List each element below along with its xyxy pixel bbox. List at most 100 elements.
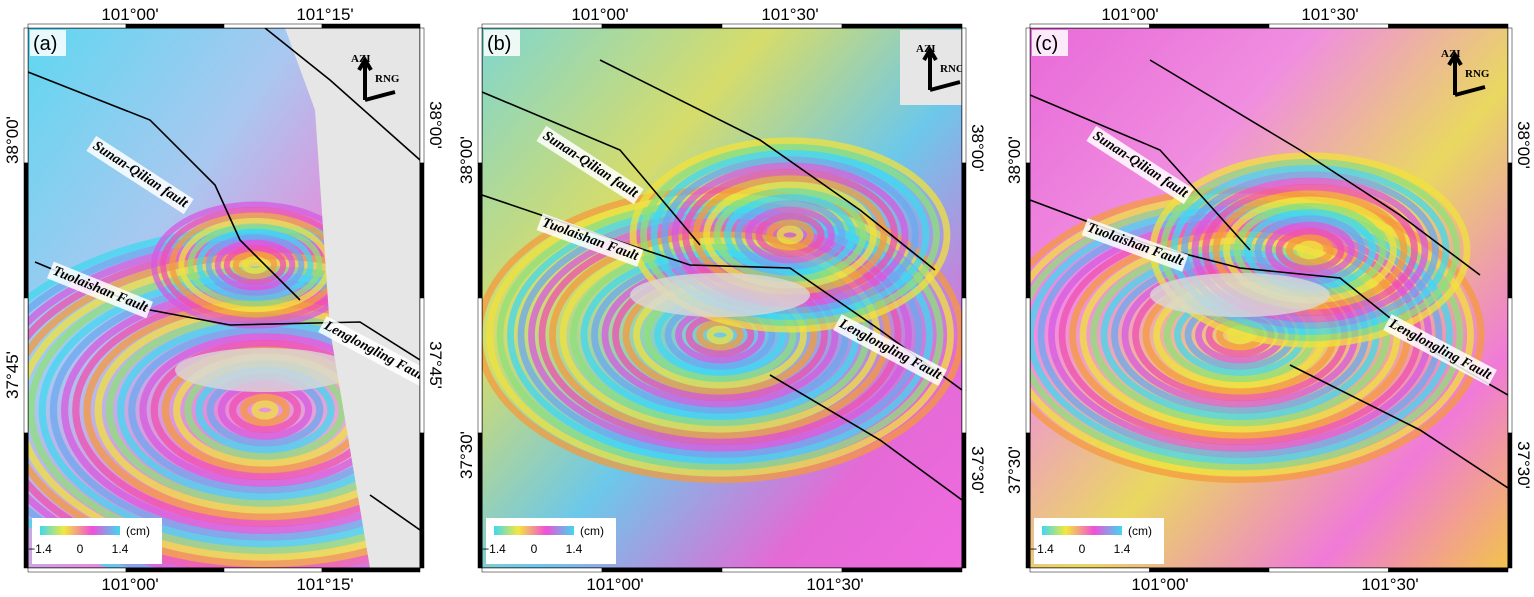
fringe	[776, 225, 804, 245]
colorbar	[494, 526, 574, 535]
fringe	[517, 212, 923, 458]
colorbar-unit: (cm)	[580, 524, 604, 538]
colorbar-tick: −1.4	[482, 542, 506, 556]
right-tick-label: 38°00'	[968, 124, 987, 172]
top-tick-label: 101°00'	[571, 5, 628, 24]
fringe	[214, 239, 296, 291]
top-tick-label: 101°00'	[1101, 5, 1158, 24]
fault-label-bg	[536, 213, 644, 267]
direction-arrow	[357, 56, 396, 102]
left-tick-label: 37°30'	[1005, 446, 1024, 494]
frame-bar	[961, 297, 967, 434]
fault-label-bg	[833, 314, 947, 386]
fault-trace	[1030, 94, 1251, 251]
fringe	[187, 223, 323, 307]
fringe	[1181, 171, 1439, 329]
rupture-zone	[175, 348, 355, 392]
fringe	[1275, 228, 1345, 272]
fringe	[629, 137, 951, 333]
frame-bar	[419, 297, 425, 434]
fault-label-bg	[47, 261, 153, 319]
top-tick-label: 101°15'	[296, 5, 353, 24]
colorbar	[1042, 526, 1122, 535]
fault-trace	[28, 71, 301, 301]
fringe	[1202, 183, 1418, 317]
colorbar-tick: 0	[531, 542, 538, 556]
left-tick-label: 38°00'	[1005, 136, 1024, 184]
bottom-tick-label: 101°00'	[1131, 575, 1188, 594]
frame-bar	[125, 567, 225, 573]
frame-bar	[721, 567, 843, 573]
azimuth-label: AZI	[1441, 48, 1461, 60]
frame-bar	[477, 432, 483, 569]
frame-bar	[1025, 27, 1031, 164]
frame-bar	[841, 23, 963, 29]
fringe	[196, 228, 314, 302]
fault-trace	[769, 374, 962, 501]
frame-bar	[125, 23, 225, 29]
frame-bar	[223, 23, 323, 29]
frame-bar	[601, 567, 723, 573]
colorbar-bg	[1034, 518, 1164, 564]
frame-bar	[1507, 432, 1513, 569]
fault-trace	[369, 494, 420, 531]
fringe	[205, 234, 305, 296]
colorbar	[40, 526, 120, 535]
fault-trace	[1149, 59, 1481, 276]
frame-bar	[23, 297, 29, 434]
frame-bar	[419, 27, 425, 164]
fault-label-bg	[1383, 314, 1497, 386]
frame-bar	[1029, 567, 1150, 573]
frame-bar	[1507, 162, 1513, 299]
top-tick-label: 101°00'	[101, 5, 158, 24]
right-tick-label: 37°30'	[968, 446, 987, 494]
colorbar-tick: 0	[1079, 542, 1086, 556]
top-tick-label: 101°30'	[1301, 5, 1358, 24]
bottom-tick-label: 101°30'	[806, 575, 863, 594]
frame-bar	[1268, 23, 1389, 29]
right-tick-label: 37°45'	[426, 341, 445, 389]
fault-label-bg	[1086, 125, 1194, 205]
frame-bar	[1388, 567, 1509, 573]
panel-label: (b)	[487, 33, 511, 55]
left-tick-label: 38°00'	[3, 116, 22, 164]
frame-bar	[1149, 567, 1270, 573]
frame-bar	[961, 162, 967, 299]
frame-bar	[1025, 297, 1031, 434]
fringe	[713, 187, 867, 283]
fringe	[706, 325, 734, 345]
fault-label-bg	[536, 125, 644, 205]
fringe	[1296, 240, 1324, 260]
frame-bar	[1507, 27, 1513, 164]
frame-bar	[477, 27, 483, 164]
frame-bar	[419, 432, 425, 569]
fringe	[734, 200, 846, 270]
frame-bar	[841, 567, 963, 573]
frame-bar	[1507, 297, 1513, 434]
fault-trace	[1289, 364, 1508, 489]
fringe	[251, 400, 279, 420]
frame-bar	[23, 162, 29, 299]
colorbar-tick: 0	[77, 542, 84, 556]
frame-bar	[321, 23, 421, 29]
frame-bar	[27, 567, 127, 573]
rupture-zone	[1150, 273, 1330, 317]
frame-bar	[23, 432, 29, 569]
frame-bar	[1149, 23, 1270, 29]
no-data-hillshade	[285, 28, 420, 568]
fringe	[1286, 234, 1334, 266]
range-label: RNG	[375, 73, 400, 85]
range-label: RNG	[940, 63, 965, 75]
bottom-tick-label: 101°15'	[296, 575, 353, 594]
fringe	[496, 199, 944, 471]
range-label: RNG	[1465, 68, 1490, 80]
fringe	[640, 143, 940, 327]
fault-label-bg	[1081, 218, 1189, 272]
frame-bar	[477, 297, 483, 434]
fringe	[661, 156, 919, 314]
colorbar-tick: 1.4	[112, 542, 129, 556]
fringe	[232, 250, 278, 280]
fringe	[745, 206, 835, 264]
